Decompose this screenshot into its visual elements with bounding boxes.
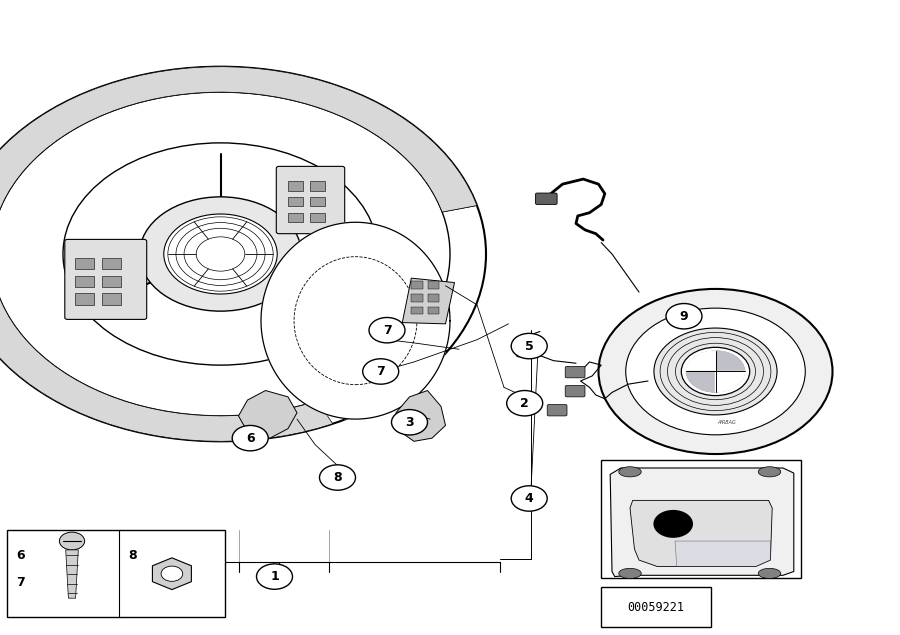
Text: 7: 7 [376, 365, 385, 378]
Bar [310, 213, 325, 222]
FancyBboxPatch shape [565, 385, 585, 397]
Bar [102, 276, 122, 287]
Bar [102, 293, 122, 305]
Circle shape [598, 289, 832, 454]
Text: 8: 8 [333, 471, 342, 484]
Polygon shape [675, 541, 770, 566]
Circle shape [681, 347, 750, 396]
Circle shape [363, 359, 399, 384]
Text: 7: 7 [382, 324, 392, 337]
Polygon shape [396, 391, 446, 441]
Circle shape [507, 391, 543, 416]
Polygon shape [630, 500, 772, 566]
Circle shape [161, 566, 183, 582]
Bar [75, 258, 94, 269]
Circle shape [140, 197, 302, 311]
Ellipse shape [619, 568, 641, 578]
Circle shape [232, 425, 268, 451]
Bar [102, 258, 122, 269]
FancyBboxPatch shape [536, 193, 557, 204]
Bar [428, 294, 439, 302]
Text: 9: 9 [680, 310, 688, 323]
Circle shape [59, 532, 85, 550]
Text: AIRBAG: AIRBAG [717, 420, 735, 425]
FancyBboxPatch shape [65, 239, 147, 319]
Bar [288, 181, 303, 190]
FancyBboxPatch shape [517, 345, 540, 357]
Bar [7, 530, 225, 617]
Circle shape [0, 67, 486, 441]
Bar [310, 181, 325, 190]
Text: 5: 5 [525, 340, 534, 352]
Circle shape [256, 564, 292, 589]
Bar [288, 213, 303, 222]
Text: 8: 8 [128, 549, 137, 562]
Circle shape [511, 333, 547, 359]
Bar [411, 307, 423, 314]
Bar [288, 197, 303, 206]
Text: 4: 4 [525, 492, 534, 505]
Ellipse shape [619, 467, 641, 477]
Text: 2: 2 [520, 397, 529, 410]
Circle shape [666, 304, 702, 329]
Bar [601, 587, 711, 627]
Bar [310, 197, 325, 206]
Circle shape [654, 328, 777, 415]
Bar [601, 460, 801, 578]
Text: 6: 6 [246, 432, 255, 444]
Circle shape [369, 318, 405, 343]
Polygon shape [66, 550, 78, 598]
Text: 6: 6 [16, 549, 25, 562]
Text: 00059221: 00059221 [627, 601, 685, 614]
Polygon shape [687, 371, 716, 392]
Text: 3: 3 [405, 416, 414, 429]
Polygon shape [610, 468, 794, 577]
Ellipse shape [758, 568, 781, 578]
Text: 7: 7 [16, 576, 25, 589]
FancyBboxPatch shape [547, 404, 567, 416]
Circle shape [687, 351, 744, 392]
Circle shape [164, 214, 277, 294]
Polygon shape [0, 67, 477, 212]
Polygon shape [716, 371, 744, 392]
Bar [75, 293, 94, 305]
Circle shape [63, 143, 378, 365]
Circle shape [0, 92, 450, 416]
Polygon shape [0, 67, 477, 441]
Circle shape [511, 486, 547, 511]
Bar [411, 281, 423, 289]
Ellipse shape [758, 467, 781, 477]
Polygon shape [716, 351, 744, 371]
Circle shape [653, 510, 693, 538]
Polygon shape [238, 391, 297, 438]
Text: 1: 1 [270, 570, 279, 583]
Bar [428, 281, 439, 289]
Polygon shape [687, 351, 716, 371]
Circle shape [392, 410, 428, 435]
Polygon shape [261, 222, 450, 419]
Bar [428, 307, 439, 314]
Circle shape [626, 308, 806, 435]
Bar [75, 276, 94, 287]
Bar [411, 294, 423, 302]
FancyBboxPatch shape [276, 166, 345, 234]
Circle shape [320, 465, 356, 490]
Polygon shape [0, 206, 123, 424]
FancyBboxPatch shape [565, 366, 585, 378]
Polygon shape [402, 278, 454, 324]
